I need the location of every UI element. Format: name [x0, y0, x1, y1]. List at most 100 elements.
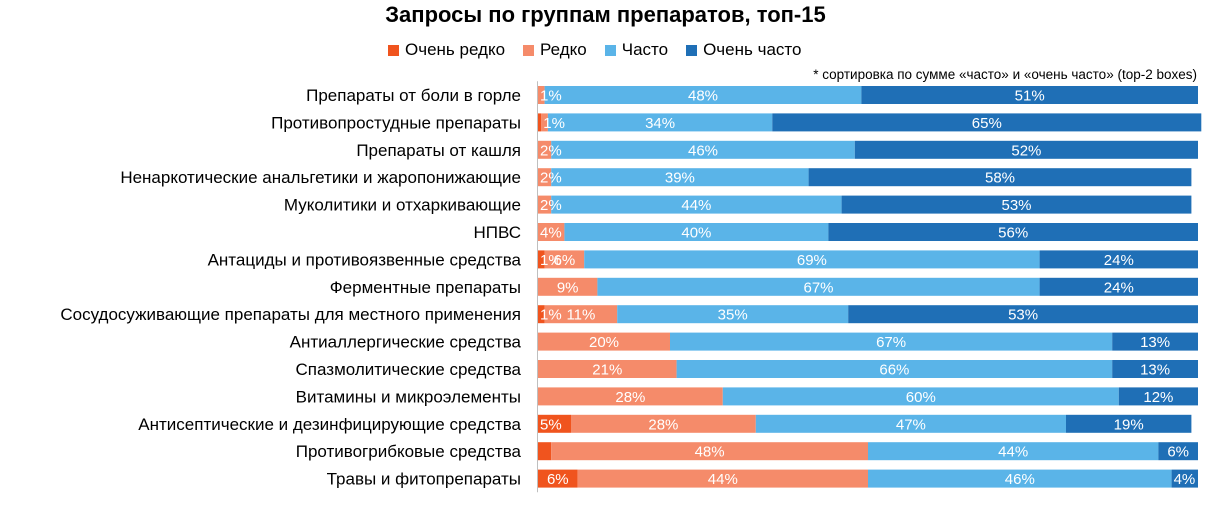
bar-segment-rarely [544, 250, 585, 269]
bar-segment-often [597, 277, 1040, 296]
legend-swatch-very-often [686, 44, 698, 56]
bar-segment-very-often [854, 140, 1198, 159]
legend-swatch-rarely [523, 44, 535, 56]
data-label-often: 40% [681, 225, 711, 242]
data-label-rarely: 1% [543, 115, 565, 132]
category-label: Спазмолитические средства [296, 360, 522, 379]
data-label-rarely: 44% [708, 471, 738, 488]
category-label: Витамины и микроэлементы [296, 387, 521, 406]
data-label-rarely: 11% [566, 307, 595, 324]
data-label-rarely: 2% [540, 197, 562, 214]
data-label-often: 44% [998, 444, 1028, 461]
category-label: Препараты от боли в горле [306, 86, 521, 105]
data-label-often: 67% [803, 279, 833, 296]
legend: Очень редко Редко Часто Очень часто [388, 40, 801, 60]
legend-label-rarely: Редко [540, 40, 587, 59]
category-label: Препараты от кашля [356, 141, 521, 160]
bar-segment-very-rarely [538, 442, 552, 461]
bar-segment-rarely [538, 140, 552, 159]
legend-label-very-often: Очень часто [703, 40, 802, 59]
data-label-very-often: 12% [1143, 389, 1173, 406]
data-label-very-often: 13% [1140, 362, 1170, 379]
data-label-rarely: 1% [540, 88, 562, 105]
bar-segment-rarely [538, 168, 552, 187]
data-label-very-often: 24% [1104, 279, 1134, 296]
data-label-often: 34% [645, 115, 675, 132]
data-label-very-often: 24% [1104, 252, 1134, 269]
bar-segment-very-often [1112, 332, 1198, 351]
data-label-rarely: 9% [557, 279, 579, 296]
bar-segment-very-often [1171, 469, 1198, 488]
data-label-very-rarely: 6% [547, 471, 569, 488]
category-label: Ферментные препараты [330, 278, 521, 297]
bar-segment-very-often [841, 195, 1192, 214]
legend-item-very-rarely: Очень редко [388, 40, 505, 60]
category-label: Ненаркотические анальгетики и жаропонижа… [120, 168, 521, 187]
data-label-very-often: 13% [1140, 334, 1170, 351]
data-label-very-often: 58% [985, 170, 1015, 187]
data-label-very-rarely: 5% [540, 416, 562, 433]
category-label: Сосудосуживающие препараты для местного … [60, 305, 521, 324]
data-label-often: 39% [665, 170, 695, 187]
bar-segment-very-rarely [538, 113, 542, 132]
bar-segment-very-often [1118, 387, 1198, 406]
bar-segment-often [670, 332, 1113, 351]
bar-segment-rarely [538, 86, 545, 104]
data-label-rarely: 28% [615, 389, 645, 406]
bar-segment-very-often [772, 113, 1202, 132]
bar-segment-very-often [808, 168, 1192, 187]
legend-swatch-often [604, 44, 616, 56]
category-label: Травы и фитопрепараты [327, 470, 521, 489]
bar-segment-very-rarely [538, 414, 571, 433]
bar-segment-often [868, 442, 1159, 461]
bar-segment-very-rarely [538, 305, 545, 324]
bar-segment-very-often [848, 305, 1198, 324]
chart-title: Запросы по группам препаратов, топ-15 [385, 2, 826, 27]
bar-segment-rarely [551, 442, 868, 461]
legend-item-often: Часто [604, 40, 668, 60]
bar-segment-rarely [538, 277, 598, 296]
data-label-often: 46% [688, 142, 718, 159]
data-label-often: 48% [688, 88, 718, 105]
bar-segment-very-often [1112, 360, 1198, 378]
data-label-very-often: 4% [1174, 471, 1196, 488]
data-label-very-rarely: 1% [540, 307, 562, 324]
data-label-often: 35% [718, 307, 748, 324]
data-label-often: 69% [797, 252, 827, 269]
bar-segment-very-often [861, 86, 1198, 104]
data-label-often: 44% [681, 197, 711, 214]
bar-segment-often [722, 387, 1119, 406]
data-label-rarely: 6% [554, 252, 576, 269]
data-label-very-often: 56% [998, 225, 1028, 242]
data-label-very-often: 53% [1001, 197, 1031, 214]
bar-segment-often [564, 223, 829, 241]
bar-segment-rarely [538, 387, 723, 406]
data-label-very-often: 51% [1015, 88, 1045, 105]
legend-item-rarely: Редко [523, 40, 587, 60]
bar-segment-very-often [1066, 414, 1192, 433]
category-label: Противогрибковые средства [296, 442, 522, 461]
category-label: Противопростудные препараты [271, 113, 521, 132]
bar-segment-very-often [828, 223, 1198, 241]
category-label: Антациды и противоязвенные средства [208, 250, 522, 269]
bar-segment-very-often [1039, 277, 1198, 296]
legend-swatch-very-rarely [388, 44, 399, 56]
bar-segment-rarely [538, 223, 565, 241]
bar-segment-rarely [571, 414, 756, 433]
bar-segment-often [547, 113, 773, 132]
bar-segment-very-rarely [538, 250, 545, 269]
bar-segment-very-rarely [538, 469, 578, 488]
chart-note: * сортировка по сумме «часто» и «очень ч… [813, 67, 1197, 82]
data-label-rarely: 2% [540, 142, 562, 159]
bar-segment-rarely [544, 305, 618, 324]
data-label-very-often: 65% [972, 115, 1002, 132]
data-label-often: 67% [876, 334, 906, 351]
bar-segment-very-often [1158, 442, 1198, 461]
bar-segment-often [617, 305, 849, 324]
data-label-very-often: 19% [1114, 416, 1144, 433]
bar-segment-rarely [538, 195, 552, 214]
bar-segment-often [676, 360, 1113, 378]
legend-label-very-rarely: Очень редко [405, 40, 506, 59]
data-label-rarely: 20% [589, 334, 619, 351]
